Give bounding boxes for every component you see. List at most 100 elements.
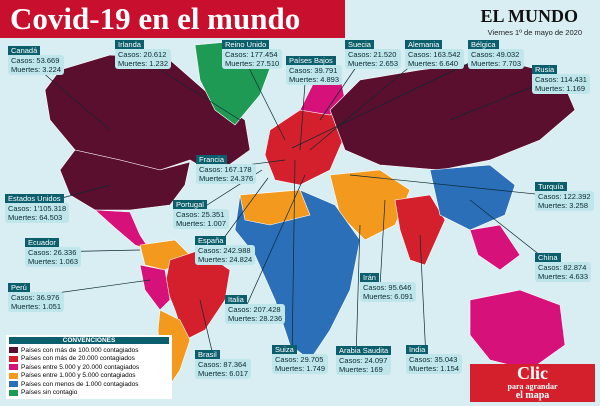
country-stats: Casos: 207.428 Muertes: 28.236 [225, 304, 286, 324]
legend-label: Países sin contagio [21, 389, 78, 397]
leader-line [379, 199, 386, 288]
cases: Casos: 39.791 [289, 66, 338, 75]
deaths: Muertes: 1.063 [28, 257, 79, 266]
title: Covid-19 en el mundo [0, 0, 345, 38]
legend-swatch [9, 372, 18, 379]
usa [59, 149, 191, 211]
country-label: China Casos: 82.874 Muertes: 4.633 [535, 253, 592, 282]
legend-item: Países sin contagio [9, 389, 169, 398]
date: Viernes 1º de mayo de 2020 [487, 28, 582, 37]
country-stats: Casos: 39.791 Muertes: 4.893 [286, 65, 343, 85]
deaths: Muertes: 169 [339, 365, 383, 374]
country-name: Irlanda [115, 40, 144, 49]
country-name: Alemania [405, 40, 443, 49]
legend-label: Países entre 1.000 y 5.000 contagiados [21, 372, 136, 380]
leader-line [309, 53, 426, 151]
country-name: Francia [196, 155, 228, 164]
country-label: España Casos: 242.988 Muertes: 24.824 [195, 236, 256, 265]
legend-title: CONVENCIONES [9, 337, 169, 344]
legend-swatch [9, 389, 18, 396]
country-label: Países Bajos Casos: 39.791 Muertes: 4.893 [286, 56, 343, 85]
country-name: Portugal [173, 200, 207, 209]
country-name: Rusia [532, 65, 558, 74]
cases: Casos: 87.364 [198, 360, 247, 369]
country-name: España [195, 236, 227, 245]
country-name: Países Bajos [286, 56, 336, 65]
country-label: Arabia Saudita Casos: 24.097 Muertes: 169 [336, 346, 392, 375]
cases: Casos: 242.988 [198, 246, 251, 255]
cases: Casos: 26.336 [28, 248, 77, 257]
country-name: Suecia [345, 40, 374, 49]
country-name: Ecuador [25, 238, 59, 247]
country-stats: Casos: 29.705 Muertes: 1.749 [272, 354, 329, 374]
country-label: Brasil Casos: 87.364 Muertes: 6.017 [195, 350, 252, 379]
country-label: Francia Casos: 167.178 Muertes: 24.376 [196, 155, 257, 184]
country-stats: Casos: 82.874 Muertes: 4.633 [535, 262, 592, 282]
india [394, 194, 446, 266]
deaths: Muertes: 3.258 [538, 201, 589, 210]
deaths: Muertes: 1.154 [409, 364, 460, 373]
russia [329, 59, 576, 171]
country-stats: Casos: 167.178 Muertes: 24.376 [196, 164, 257, 184]
deaths: Muertes: 4.633 [538, 272, 589, 281]
legend-item: Países con más de 100.000 contagiados [9, 346, 169, 355]
country-stats: Casos: 35.043 Muertes: 1.154 [406, 354, 463, 374]
country-name: Arabia Saudita [336, 346, 392, 355]
country-label: Italia Casos: 207.428 Muertes: 28.236 [225, 295, 286, 324]
deaths: Muertes: 2.653 [348, 59, 399, 68]
australia [469, 289, 566, 371]
cases: Casos: 21.520 [348, 50, 397, 59]
button-line: para agrandar [507, 382, 558, 391]
cases: Casos: 25.351 [176, 210, 225, 219]
deaths: Muertes: 1.169 [535, 84, 586, 93]
legend-swatch [9, 355, 18, 362]
cases: Casos: 24.097 [339, 356, 388, 365]
deaths: Muertes: 6.091 [363, 292, 414, 301]
leader-line [291, 159, 296, 360]
cases: Casos: 20.612 [118, 50, 167, 59]
china [429, 164, 516, 231]
cases: Casos: 82.874 [538, 263, 587, 272]
enlarge-button[interactable]: Clic para agrandar el mapa [470, 364, 595, 402]
europe [264, 109, 346, 186]
cases: Casos: 177.454 [225, 50, 278, 59]
country-stats: Casos: 26.336 Muertes: 1.063 [25, 247, 82, 267]
country-name: Irán [360, 273, 379, 282]
deaths: Muertes: 4.893 [289, 75, 340, 84]
country-label: Suecia Casos: 21.520 Muertes: 2.653 [345, 40, 402, 69]
button-line: el mapa [515, 390, 550, 401]
deaths: Muertes: 6.017 [198, 369, 249, 378]
country-stats: Casos: 24.097 Muertes: 169 [336, 355, 392, 375]
cases: Casos: 207.428 [228, 305, 281, 314]
cases: Casos: 167.178 [199, 165, 252, 174]
country-label: Irán Casos: 95.646 Muertes: 6.091 [360, 273, 417, 302]
country-stats: Casos: 114.431 Muertes: 1.169 [532, 74, 590, 94]
deaths: Muertes: 24.824 [198, 255, 253, 264]
leader-line [244, 174, 306, 310]
country-label: Reino Unido Casos: 177.454 Muertes: 27.510 [222, 40, 283, 69]
country-name: Italia [225, 295, 247, 304]
country-stats: Casos: 177.454 Muertes: 27.510 [222, 49, 283, 69]
country-stats: Casos: 122.392 Muertes: 3.258 [535, 191, 594, 211]
deaths: Muertes: 1.232 [118, 59, 169, 68]
country-stats: Casos: 242.988 Muertes: 24.824 [195, 245, 256, 265]
cases: Casos: 122.392 [538, 192, 591, 201]
country-stats: Casos: 163.542 Muertes: 6.640 [405, 49, 464, 69]
deaths: Muertes: 1.007 [176, 219, 227, 228]
cases: Casos: 53.669 [11, 56, 60, 65]
legend-label: Países entre 5.000 y 20.000 contagiados [21, 363, 140, 371]
country-stats: Casos: 36.976 Muertes: 1.051 [8, 292, 65, 312]
central-america [94, 209, 151, 251]
deaths: Muertes: 6.640 [408, 59, 459, 68]
country-label: Turquía Casos: 122.392 Muertes: 3.258 [535, 182, 594, 211]
country-stats: Casos: 21.520 Muertes: 2.653 [345, 49, 402, 69]
southeast-asia [469, 224, 521, 271]
legend-item: Países con menos de 1.000 contagiados [9, 380, 169, 389]
deaths: Muertes: 24.376 [199, 174, 254, 183]
peru [139, 264, 171, 311]
country-name: Brasil [195, 350, 220, 359]
country-stats: Casos: 20.612 Muertes: 1.232 [115, 49, 172, 69]
legend-label: Países con más de 100.000 contagiados [21, 346, 139, 354]
